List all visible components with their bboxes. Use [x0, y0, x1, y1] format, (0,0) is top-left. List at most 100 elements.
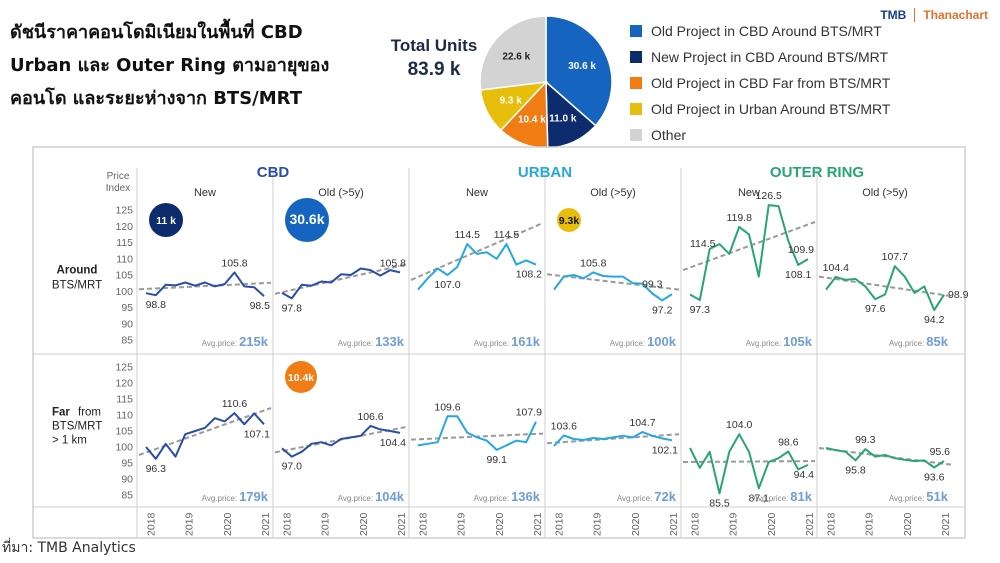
row-label: from [78, 407, 101, 419]
trend-line [682, 460, 816, 463]
y-tick-label: 125 [115, 362, 133, 374]
column-label: Old (>5y) [318, 187, 364, 199]
avg-price: Avg.price: 104k [338, 489, 405, 504]
trend-line [818, 447, 952, 466]
avg-price-label: Avg.price: [338, 494, 373, 503]
avg-price: Avg.price: 100k [610, 334, 677, 349]
data-label: 96.3 [146, 463, 167, 475]
data-label: 95.8 [845, 464, 866, 476]
series-line [417, 415, 537, 451]
avg-price-label: Avg.price: [889, 339, 924, 348]
legend-item-3: Old Project in Urban Around BTS/MRT [630, 96, 890, 122]
data-label: 98.6 [778, 437, 799, 449]
legend-swatch [630, 25, 642, 37]
data-label: 97.8 [282, 302, 303, 314]
avg-price-value: 72k [654, 489, 676, 504]
y-tick-label: 125 [115, 205, 133, 217]
legend-item-0: Old Project in CBD Around BTS/MRT [630, 18, 890, 44]
avg-price-value: 133k [375, 334, 405, 349]
data-label: 104.7 [629, 417, 655, 429]
x-tick-label: 2021 [940, 512, 952, 536]
data-label: 105.8 [380, 257, 406, 269]
y-tick-label: 95 [121, 302, 133, 314]
trend-line [410, 432, 544, 441]
x-tick-label: 2019 [728, 512, 740, 536]
grid-frame [32, 146, 966, 539]
x-tick-label: 2019 [184, 512, 196, 536]
legend-item-2: Old Project in CBD Far from BTS/MRT [630, 70, 890, 96]
y-tick-label: 85 [121, 335, 133, 347]
data-label: 119.8 [726, 212, 752, 224]
trend-line [274, 263, 408, 295]
data-label: 109.9 [788, 244, 814, 256]
pie-slice-label-0: 30.6 k [568, 61, 596, 72]
group-header-urban: URBAN [518, 164, 572, 181]
data-label: 114.5 [494, 229, 520, 241]
total-units: Total Units 83.9 k [378, 36, 490, 84]
column-label: New [466, 187, 488, 199]
trend-line [138, 281, 272, 291]
avg-price: Avg.price: 105k [746, 334, 813, 349]
x-tick-label: 2021 [804, 512, 816, 536]
title-line-3: คอนโด และระยะห่างจาก BTS/MRT [10, 88, 302, 109]
avg-price-value: 51k [926, 489, 948, 504]
avg-price-label: Avg.price: [746, 339, 781, 348]
y-axis-label: Price [107, 171, 130, 182]
avg-price-label: Avg.price: [202, 494, 237, 503]
data-label: 105.8 [580, 257, 606, 269]
y-tick-label: 95 [121, 458, 133, 470]
x-tick-label: 2018 [282, 512, 294, 536]
x-tick-label: 2020 [902, 512, 914, 536]
x-tick-label: 2020 [358, 512, 370, 536]
data-label: 108.2 [516, 269, 542, 281]
data-label: 94.4 [794, 469, 815, 481]
brand-thanachart: Thanachart [923, 8, 988, 22]
avg-price-value: 161k [511, 334, 541, 349]
page-title: ดัชนีราคาคอนโดมิเนียมในพื้นที่ CBD Urban… [10, 16, 380, 115]
pie-slice-label-2: 10.4 k [518, 115, 546, 126]
legend-swatch [630, 77, 642, 89]
data-label: 85.5 [709, 497, 730, 509]
series-line [553, 271, 673, 302]
data-label: 104.0 [726, 419, 752, 431]
avg-price: Avg.price: 161k [474, 334, 541, 349]
unit-badge-label: 10.4k [288, 372, 314, 384]
total-units-label: Total Units [390, 36, 478, 55]
series-line [825, 265, 945, 312]
data-label: 109.6 [434, 401, 460, 413]
data-label: 104.4 [823, 262, 849, 274]
series-line [553, 431, 673, 447]
avg-price-label: Avg.price: [610, 339, 645, 348]
column-label: Old (>5y) [862, 187, 908, 199]
legend-swatch [630, 103, 642, 115]
row-label: Far [52, 407, 70, 419]
avg-price: Avg.price: 72k [617, 489, 677, 504]
avg-price-value: 105k [783, 334, 813, 349]
data-label: 107.7 [882, 251, 908, 263]
legend-label: Other [651, 127, 687, 143]
brand-divider [914, 8, 916, 22]
x-tick-label: 2021 [260, 512, 272, 536]
unit-badge [149, 203, 183, 237]
avg-price-label: Avg.price: [202, 339, 237, 348]
data-label: 114.5 [690, 238, 716, 250]
series-line [689, 433, 809, 495]
column-label: Old (>5y) [590, 187, 636, 199]
trend-line [546, 273, 680, 291]
x-tick-label: 2019 [320, 512, 332, 536]
legend-label: Old Project in Urban Around BTS/MRT [651, 101, 891, 117]
legend-item-1: New Project in CBD Around BTS/MRT [630, 44, 890, 70]
y-tick-label: 120 [115, 378, 133, 390]
legend-label: New Project in CBD Around BTS/MRT [651, 49, 889, 65]
pie-slice-4 [479, 15, 547, 91]
data-label: 97.0 [282, 461, 303, 473]
group-header-cbd: CBD [257, 164, 290, 181]
data-label: 94.2 [924, 314, 945, 326]
y-tick-label: 115 [116, 237, 133, 249]
avg-price-label: Avg.price: [474, 339, 509, 348]
avg-price-value: 179k [239, 489, 269, 504]
legend-item-4: Other [630, 122, 890, 148]
avg-price-value: 100k [647, 334, 677, 349]
y-tick-label: 105 [115, 426, 133, 438]
data-label: 106.6 [357, 411, 383, 423]
